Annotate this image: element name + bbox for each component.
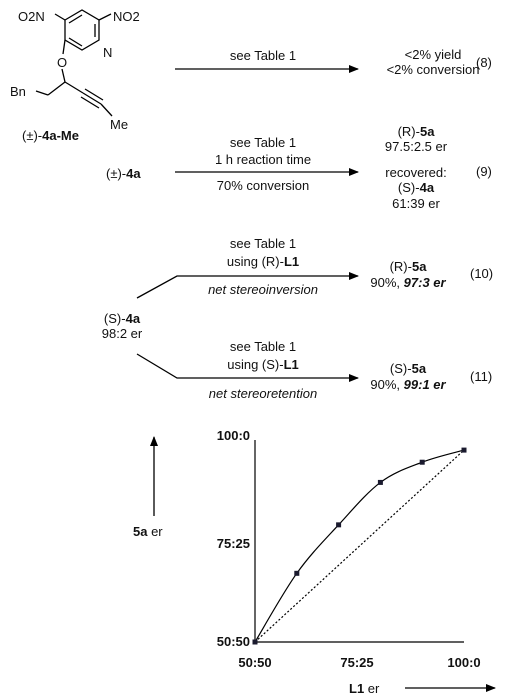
x-tick-label-right: 100:0 — [447, 655, 481, 670]
eq9-product: (R)-5a — [397, 124, 435, 139]
branch-substrate: (S)-4a — [103, 311, 141, 326]
plot-frame — [254, 440, 464, 643]
data-point — [461, 447, 467, 453]
arrow-eq11 — [136, 353, 359, 382]
data-point — [419, 459, 425, 465]
eq9-condition-3: 70% conversion — [216, 178, 310, 193]
eq8-result-yield: <2% yield — [404, 47, 462, 62]
reference-diagonal — [254, 449, 465, 643]
eq11-number: (11) — [470, 369, 493, 384]
data-points — [252, 447, 467, 645]
eq10-condition-2: using (R)-L1 — [226, 254, 300, 269]
eq11-product: (S)-5a — [389, 361, 427, 376]
eq11-yield-er: 90%, 99:1 er — [370, 377, 446, 392]
eq9-recovered-label: recovered: — [385, 165, 447, 180]
reaction-arrows — [136, 65, 496, 692]
eq8-result-conversion: <2% conversion — [386, 62, 480, 77]
eq9-recovered-er: 61:39 er — [392, 196, 440, 211]
pyridine-structure — [35, 9, 113, 117]
branch-substrate-er: 98:2 er — [101, 326, 143, 341]
data-point — [252, 639, 258, 645]
bn-label: Bn — [10, 84, 26, 99]
eq11-condition-3: net stereoretention — [208, 386, 318, 401]
y-tick-label-top: 100:0 — [216, 428, 250, 443]
y-tick-label-bottom: 50:50 — [216, 634, 250, 649]
eq9-number: (9) — [476, 164, 492, 179]
y-axis-title: 5a er — [133, 524, 163, 539]
eq9-condition-2: 1 h reaction time — [214, 152, 312, 167]
eq10-number: (10) — [470, 266, 494, 281]
eq8-number: (8) — [476, 55, 492, 70]
data-point — [336, 522, 342, 528]
no2-right-label: NO2 — [113, 9, 140, 24]
eq9-recovered-compound: (S)-4a — [397, 180, 435, 195]
arrow-eq10 — [136, 272, 359, 299]
data-point — [294, 570, 300, 576]
eq9-substrate: (±)-4a — [106, 166, 141, 181]
eq10-condition-1: see Table 1 — [229, 236, 297, 251]
n-atom-label: N — [103, 45, 113, 60]
eq10-yield-er: 90%, 97:3 er — [370, 275, 446, 290]
eq10-condition-3: net stereoinversion — [208, 282, 318, 297]
eq9-product-er: 97.5:2.5 er — [384, 139, 448, 154]
x-tick-label-mid: 75:25 — [340, 655, 374, 670]
data-point — [377, 479, 383, 485]
eq11-condition-1: see Table 1 — [229, 339, 297, 354]
x-axis-title: L1 er — [349, 681, 380, 696]
eq9-condition-1: see Table 1 — [229, 135, 297, 150]
y-tick-label-mid: 75:25 — [216, 536, 250, 551]
o-atom-label: O — [57, 55, 68, 70]
eq11-condition-2: using (S)-L1 — [227, 357, 299, 372]
eq10-product: (R)-5a — [389, 259, 427, 274]
eq8-condition: see Table 1 — [229, 48, 297, 63]
me-label: Me — [110, 117, 129, 132]
no2-left-label: O2N — [18, 9, 45, 24]
x-tick-label-left: 50:50 — [238, 655, 272, 670]
compound-label-4a-me: (±)-4a-Me — [22, 128, 79, 143]
